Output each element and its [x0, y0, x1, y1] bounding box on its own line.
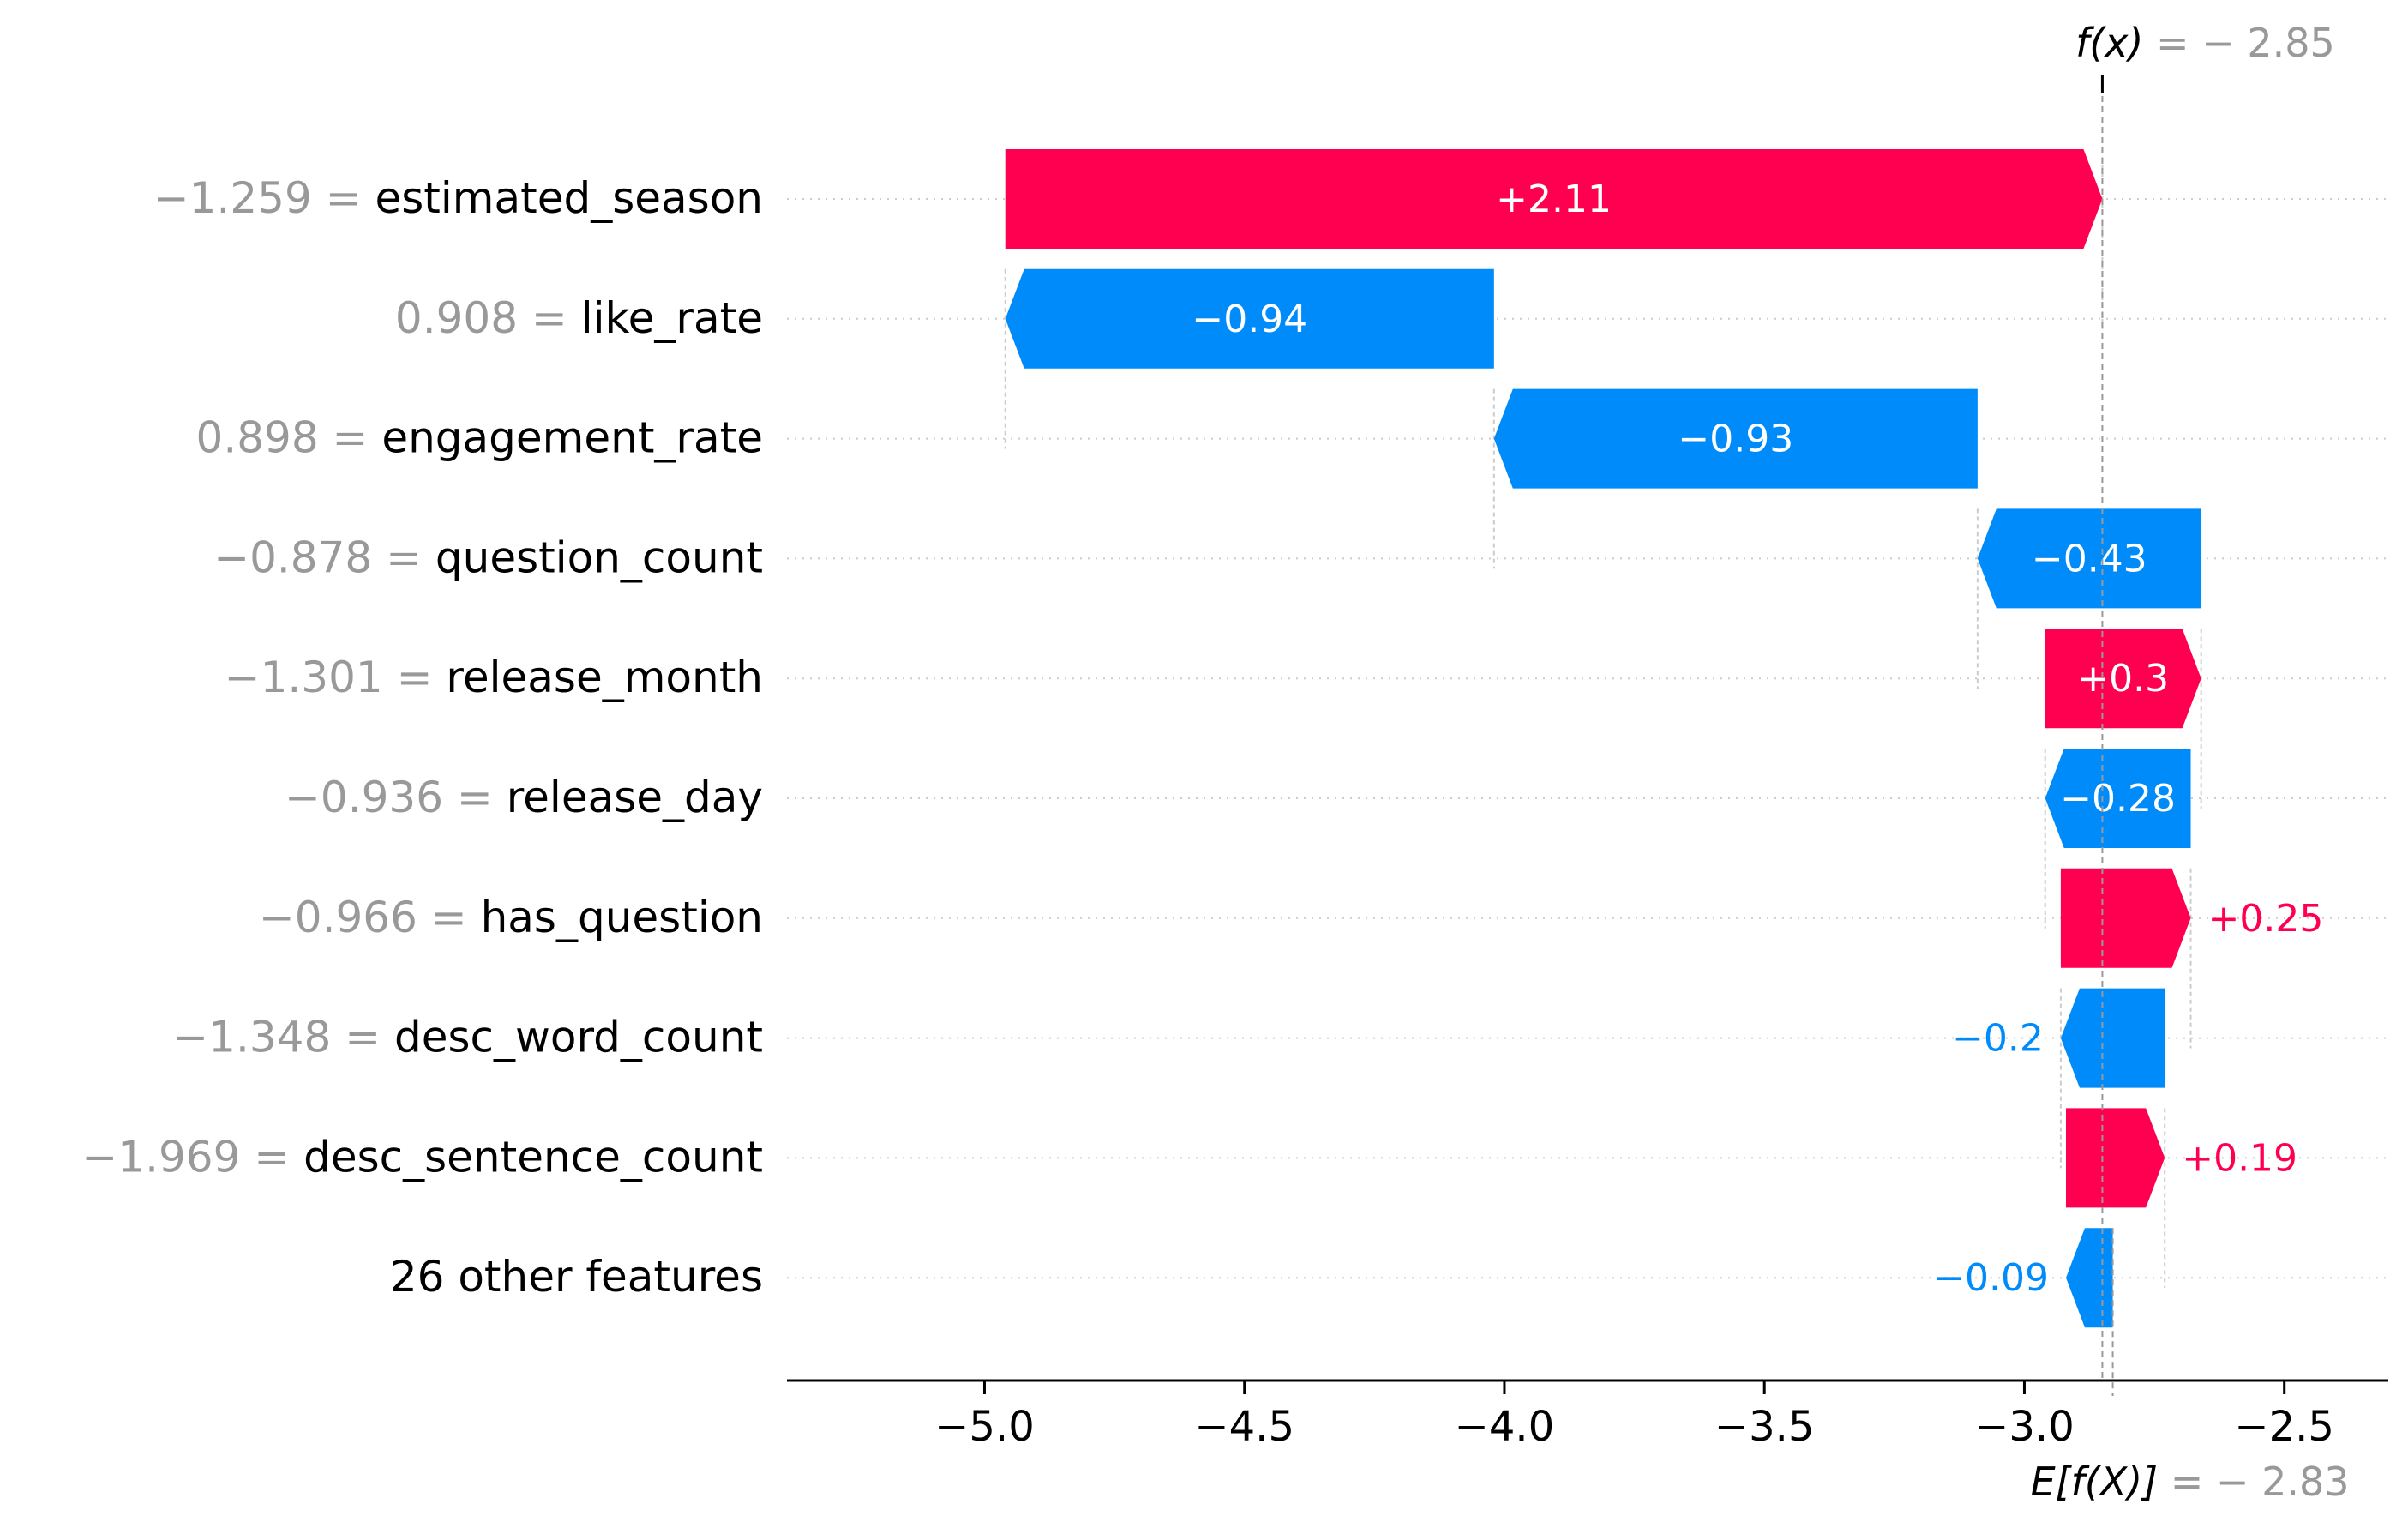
feature-name: engagement_rate [381, 413, 763, 463]
feature-label-5: −0.936 = release_day [285, 773, 763, 822]
x-tick-label-5: −2.5 [2234, 1403, 2334, 1451]
fx-value: = − 2.85 [2143, 20, 2334, 66]
feature-label-4: −1.301 = release_month [225, 653, 763, 702]
feature-name: desc_sentence_count [303, 1132, 763, 1182]
bar-label-1: −0.94 [1192, 298, 1307, 341]
x-axis-ticks: −5.0 −4.5 −4.0 −3.5 −3.0 −2.5 [934, 1381, 2334, 1451]
bar-desc_word_count [2060, 988, 2165, 1088]
bar-release_day [2045, 749, 2191, 848]
fx-prefix: f(x) [2075, 20, 2143, 66]
feature-label-3: −0.878 = question_count [213, 532, 763, 582]
feature-label-8: −1.969 = desc_sentence_count [81, 1132, 763, 1182]
x-tick-label-2: −4.0 [1455, 1403, 1555, 1451]
bar-label-5: −0.28 [2060, 777, 2176, 821]
x-tick-label-0: −5.0 [934, 1403, 1035, 1451]
bar-like_rate [1005, 268, 1494, 369]
feature-label-2: 0.898 = engagement_rate [196, 413, 763, 463]
feature-label-1: 0.908 = like_rate [395, 293, 763, 343]
feature-value: −0.878 = [213, 532, 435, 582]
bar-label-9: −0.09 [1933, 1256, 2049, 1300]
feature-name: release_day [507, 773, 763, 822]
feature-label-0: −1.259 = estimated_season [153, 173, 763, 223]
feature-label-9: 26 other features [390, 1252, 763, 1302]
feature-name: estimated_season [375, 173, 763, 223]
feature-name: release_month [446, 653, 763, 702]
bar-has_question [2060, 868, 2191, 968]
fx-label: f(x) = − 2.85 [2075, 20, 2335, 66]
x-tick-label-4: −3.0 [1974, 1403, 2075, 1451]
bar-label-7: −0.2 [1952, 1017, 2044, 1061]
bar-label-4: +0.3 [2077, 657, 2169, 701]
bar-label-3: −0.43 [2032, 537, 2147, 581]
feature-label-7: −1.348 = desc_word_count [172, 1013, 763, 1062]
connector-lines [1004, 149, 2202, 1289]
bar-label-8: +0.19 [2182, 1136, 2297, 1180]
bar-label-6: +0.25 [2208, 897, 2324, 941]
bar-label-2: −0.93 [1678, 418, 1793, 461]
feature-name: like_rate [581, 293, 763, 343]
bar-26-other-features [2065, 1228, 2113, 1328]
feature-value: 0.908 = [395, 293, 581, 343]
feature-label-6: −0.966 = has_question [259, 893, 763, 942]
x-tick-label-3: −3.5 [1714, 1403, 1815, 1451]
bar-engagement_rate [1493, 388, 1978, 489]
feature-name: desc_word_count [394, 1013, 763, 1062]
bar-question_count [1977, 508, 2201, 609]
feature-value: −0.936 = [285, 773, 507, 822]
bars [1005, 149, 2201, 1328]
x-tick-label-1: −4.5 [1194, 1403, 1294, 1451]
bar-desc_sentence_count [2065, 1108, 2165, 1208]
feature-value: −1.301 = [225, 653, 447, 702]
feature-value: 0.898 = [196, 413, 382, 463]
feature-name: question_count [435, 532, 763, 582]
bar-labels: +2.11 −0.94 −0.93 −0.43 +0.3 −0.28 +0.25 −0.2 +0… [1192, 177, 2323, 1300]
feature-labels: −1.259 = estimated_season 0.908 = like_ra… [81, 173, 763, 1302]
feature-value: −1.259 = [153, 173, 375, 223]
bar-release_month [2045, 629, 2201, 729]
expected-value-label: E[f(X)] = − 2.83 [2031, 1459, 2350, 1505]
bar-estimated_season [1005, 149, 2103, 249]
expected-prefix: E[f(X)] [2031, 1459, 2159, 1505]
feature-value: −0.966 = [259, 893, 481, 942]
bar-label-0: +2.11 [1496, 177, 1612, 221]
feature-name: has_question [481, 893, 763, 942]
feature-value: −1.969 = [81, 1132, 303, 1182]
feature-name: 26 other features [390, 1252, 763, 1302]
feature-value: −1.348 = [172, 1013, 394, 1062]
expected-value: = − 2.83 [2158, 1459, 2349, 1505]
